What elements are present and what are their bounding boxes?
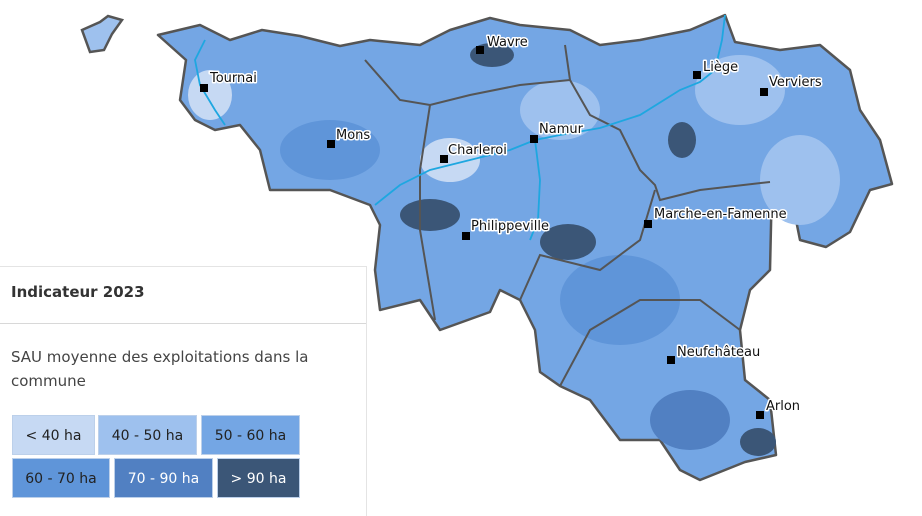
city-label: Namur xyxy=(539,122,584,137)
commune-area xyxy=(280,120,380,180)
legend-item[interactable]: > 90 ha xyxy=(217,458,300,498)
commune-area xyxy=(760,135,840,225)
legend-description: SAU moyenne des exploitations dans la co… xyxy=(11,348,309,390)
commune-area xyxy=(520,80,600,140)
commune-area xyxy=(400,199,460,231)
city-label: Verviers xyxy=(769,75,822,90)
city-marker xyxy=(476,46,484,54)
city-marker xyxy=(327,140,335,148)
commune-area xyxy=(695,55,785,125)
city-marker xyxy=(530,135,538,143)
city-marker xyxy=(440,155,448,163)
province-border xyxy=(419,104,436,321)
legend-item[interactable]: < 40 ha xyxy=(12,415,95,455)
city-label: Neufchâteau xyxy=(677,345,760,360)
city-label: Philippeville xyxy=(471,219,549,234)
island xyxy=(80,14,125,54)
city-label: Tournai xyxy=(209,71,257,86)
commune-area xyxy=(420,138,480,182)
city-marker xyxy=(760,88,768,96)
city-label: Charleroi xyxy=(448,143,507,158)
city-marker xyxy=(693,71,701,79)
city-label: Arlon xyxy=(766,399,800,414)
city-marker xyxy=(462,232,470,240)
city-label: Marche-en-Famenne xyxy=(654,207,787,222)
commune-area xyxy=(540,224,596,260)
city-label: Wavre xyxy=(487,35,528,50)
commune-area xyxy=(650,390,730,450)
city-marker xyxy=(200,84,208,92)
city-markers: Wavre Tournai Mons Charleroi Namur Liège… xyxy=(200,34,823,419)
city-label: Liège xyxy=(703,60,738,75)
legend-item[interactable]: 60 - 70 ha xyxy=(12,458,110,498)
commune-area xyxy=(668,122,696,158)
commune-area xyxy=(740,428,776,456)
province-border xyxy=(569,79,771,202)
city-label: Mons xyxy=(336,128,370,143)
legend-item[interactable]: 50 - 60 ha xyxy=(201,415,300,455)
legend-panel: Indicateur 2023 SAU moyenne des exploita… xyxy=(0,266,367,516)
commune-shading xyxy=(188,43,840,456)
province-borders xyxy=(364,44,771,387)
legend-item[interactable]: 40 - 50 ha xyxy=(98,415,197,455)
city-marker xyxy=(756,411,764,419)
city-marker xyxy=(667,356,675,364)
commune-area xyxy=(560,255,680,345)
legend-item[interactable]: 70 - 90 ha xyxy=(114,458,213,498)
legend-title: Indicateur 2023 xyxy=(11,283,145,301)
province-border xyxy=(559,299,741,387)
separator xyxy=(0,323,366,324)
city-marker xyxy=(644,220,652,228)
